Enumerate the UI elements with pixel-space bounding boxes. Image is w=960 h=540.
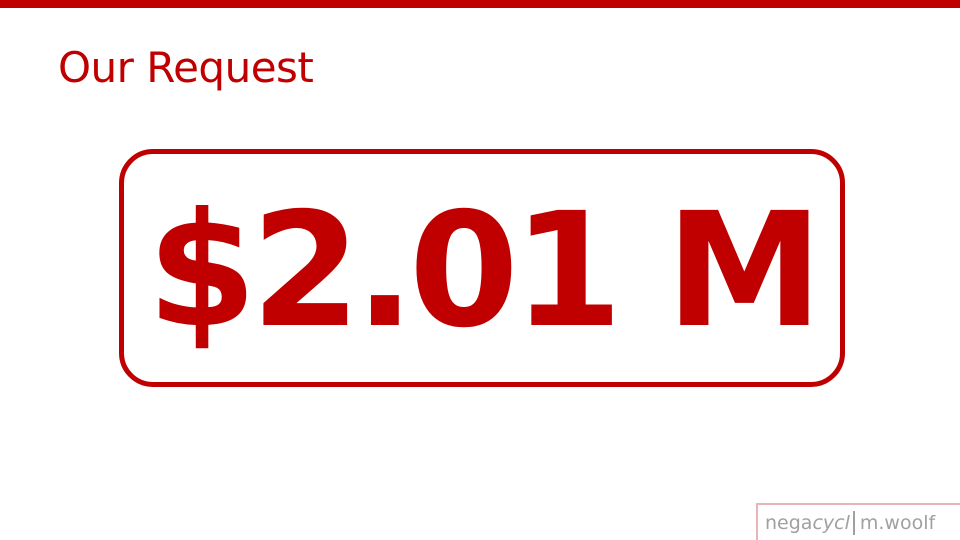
credit-brand-accent: cycl bbox=[812, 511, 850, 534]
slide-title: Our Request bbox=[58, 43, 314, 92]
amount-box: $2.01 M bbox=[119, 149, 845, 387]
top-accent-bar bbox=[0, 0, 960, 8]
credit-separator bbox=[852, 510, 855, 535]
credit-footer: nega cycl m.woolf bbox=[756, 503, 960, 540]
credit-author: m.woolf bbox=[859, 511, 936, 534]
requested-amount: $2.01 M bbox=[146, 179, 823, 363]
credit-brand-prefix: nega bbox=[765, 511, 813, 534]
